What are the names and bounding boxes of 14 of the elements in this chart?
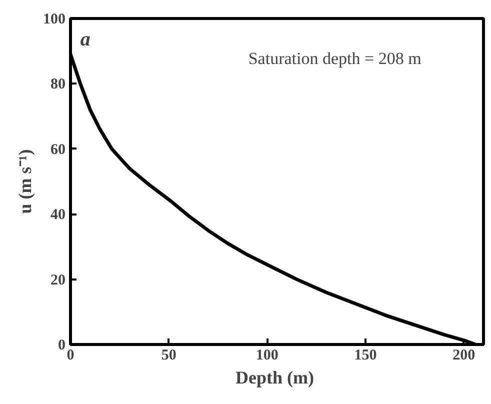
x-tick-label: 150 (354, 348, 377, 364)
y-tick-label: 100 (43, 12, 66, 28)
y-tick-label: 0 (58, 338, 66, 354)
y-tick-label: 20 (50, 272, 66, 288)
y-tick-label: 60 (50, 142, 66, 158)
x-tick-label: 200 (452, 348, 476, 364)
annotation: Saturation depth = 208 m (248, 49, 422, 68)
annotation: a (80, 28, 90, 50)
x-tick-label: 100 (256, 348, 278, 364)
y-axis-title: u (m s⁻¹) (15, 149, 35, 214)
x-axis-title: Depth (m) (236, 368, 314, 388)
y-tick-label: 40 (50, 207, 66, 224)
x-tick-label: 50 (161, 348, 176, 364)
y-tick-label: 80 (50, 76, 66, 93)
